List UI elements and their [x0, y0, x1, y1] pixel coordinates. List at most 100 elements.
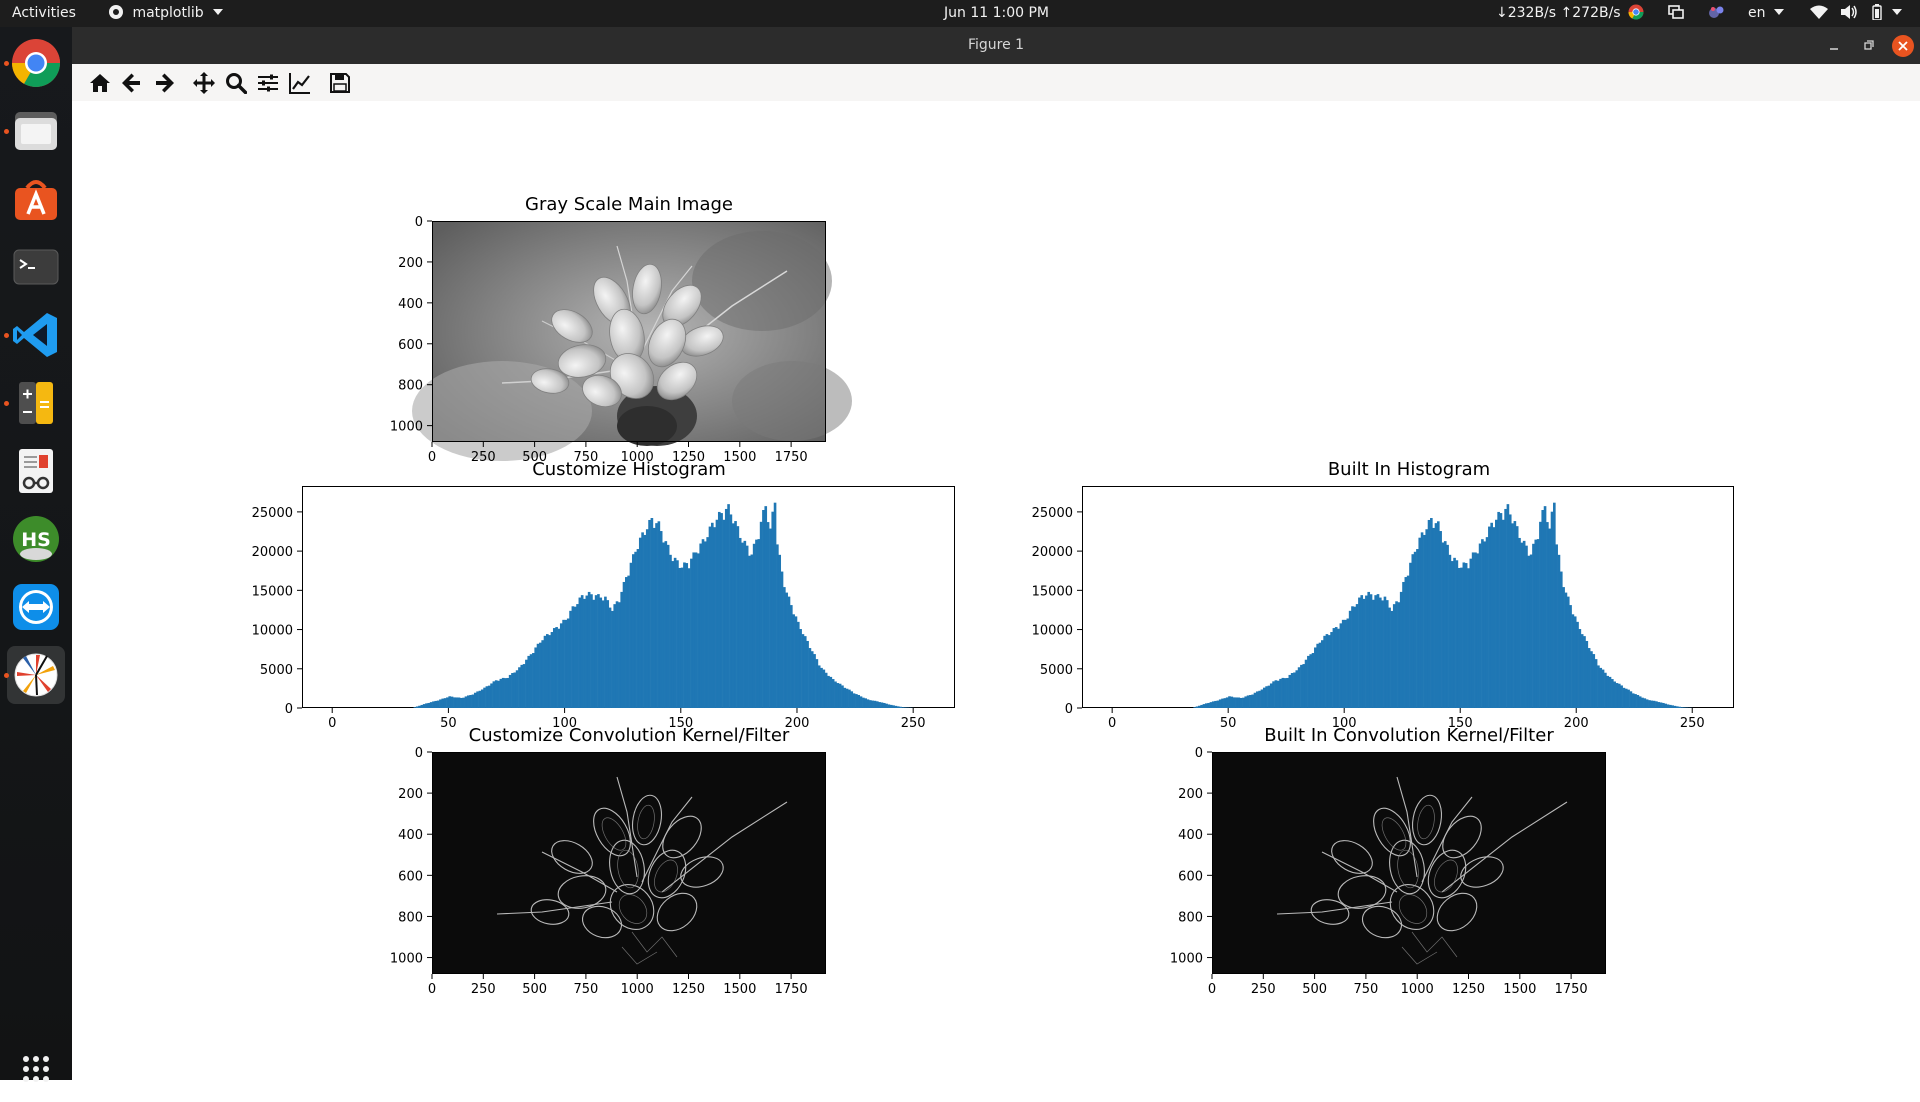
histogram-bar	[897, 706, 900, 708]
clock[interactable]: Jun 11 1:00 PM	[944, 0, 1049, 27]
dock-ubuntu-software[interactable]	[7, 170, 65, 228]
edit-axes-button[interactable]	[286, 69, 314, 97]
back-button[interactable]	[118, 69, 146, 97]
histogram-bar	[1409, 563, 1412, 708]
histogram-bar	[885, 704, 888, 708]
histogram-bar	[1481, 539, 1484, 708]
app-menu[interactable]: matplotlib	[108, 0, 223, 27]
histogram-bar	[739, 538, 742, 708]
histogram-bar	[560, 623, 563, 708]
dock-terminal[interactable]	[7, 238, 65, 296]
histogram-bar	[857, 695, 860, 708]
histogram-bar	[1402, 582, 1405, 708]
histogram-bar	[1514, 521, 1517, 708]
histogram-bar	[1435, 523, 1438, 708]
histogram-bar	[1637, 695, 1640, 708]
zoom-button[interactable]	[222, 69, 250, 97]
dock-calculator[interactable]	[7, 374, 65, 432]
histogram-bar	[681, 568, 684, 708]
histogram-bar	[678, 568, 681, 708]
dock-vscode[interactable]	[7, 306, 65, 364]
histogram-bar	[720, 513, 723, 708]
histogram-bar	[1569, 605, 1572, 708]
histogram-bar	[702, 539, 705, 708]
close-button[interactable]	[1892, 35, 1914, 57]
histogram-bar	[1430, 518, 1433, 708]
save-button[interactable]	[326, 69, 354, 97]
dock-heidisql[interactable]: HS	[7, 510, 65, 568]
histogram-bar	[1258, 691, 1261, 708]
histogram-bar	[1333, 628, 1336, 708]
histogram-bar	[1639, 696, 1642, 708]
histogram-bar	[1632, 693, 1635, 708]
histogram-bar	[1463, 562, 1466, 708]
histogram-bar	[1256, 691, 1259, 708]
dock-teamviewer[interactable]	[7, 578, 65, 636]
dock-python[interactable]	[7, 646, 65, 704]
maximize-button[interactable]	[1858, 36, 1878, 56]
language-indicator[interactable]: en	[1748, 0, 1784, 27]
wifi-icon[interactable]	[1810, 0, 1828, 27]
y-tick-label: 600	[1178, 869, 1203, 884]
histogram-bar	[1432, 528, 1435, 708]
window-titlebar[interactable]: Figure 1	[72, 27, 1920, 64]
histogram-bar	[595, 595, 598, 708]
histogram-bar	[1312, 653, 1315, 708]
histogram-bar	[1546, 522, 1549, 708]
window-switch-icon[interactable]	[1668, 0, 1684, 27]
running-indicator	[4, 61, 9, 66]
y-tick-label: 0	[415, 746, 423, 761]
histogram-bar	[1337, 629, 1340, 708]
histogram-bar	[1530, 555, 1533, 708]
histogram-bar	[685, 563, 688, 708]
histogram-bar	[785, 593, 788, 708]
histogram-bar	[1650, 701, 1653, 708]
minimize-button[interactable]	[1824, 36, 1844, 56]
teams-tray-icon[interactable]	[1708, 0, 1724, 27]
histogram-bar	[574, 607, 577, 708]
histogram-bar	[476, 691, 479, 708]
histogram-bar	[1525, 546, 1528, 708]
histogram-bar	[416, 706, 419, 708]
system-menu-chevron[interactable]	[1892, 0, 1902, 27]
histogram-bar	[565, 620, 568, 708]
histogram-bar	[1400, 592, 1403, 708]
battery-icon[interactable]	[1872, 0, 1882, 27]
histogram-bar	[634, 552, 637, 708]
histogram-bar	[1335, 627, 1338, 708]
dock-chrome[interactable]	[7, 34, 65, 92]
histogram-bar	[1277, 681, 1280, 708]
close-icon	[1892, 35, 1914, 57]
histogram-bar	[867, 699, 870, 708]
histogram-bar	[1644, 698, 1647, 708]
pan-button[interactable]	[190, 69, 218, 97]
histogram-bar	[551, 632, 554, 708]
histogram-bar	[500, 679, 503, 708]
histogram-bar	[688, 568, 691, 708]
y-tick-label: 200	[398, 256, 423, 271]
dock-files[interactable]	[7, 102, 65, 160]
x-tick-label: 1750	[775, 450, 808, 465]
histogram-bar	[527, 656, 530, 708]
forward-button[interactable]	[150, 69, 178, 97]
histogram-bar	[1377, 594, 1380, 708]
histogram-bar	[481, 690, 484, 709]
dock-document-viewer[interactable]	[7, 442, 65, 500]
volume-icon[interactable]	[1840, 0, 1858, 27]
histogram-bar	[434, 701, 437, 708]
histogram-bar	[1221, 699, 1224, 708]
x-tick-label: 250	[471, 450, 496, 465]
chrome-tray-icon[interactable]	[1628, 0, 1644, 27]
histogram-bar	[1212, 701, 1215, 708]
subplots-button[interactable]	[254, 69, 282, 97]
histogram-bar	[1398, 602, 1401, 708]
histogram-bar	[869, 700, 872, 708]
histogram-bar	[655, 523, 658, 708]
histogram-bar	[555, 627, 558, 708]
home-button[interactable]	[86, 69, 114, 97]
activities-button[interactable]: Activities	[12, 0, 76, 27]
histogram-bar	[1618, 684, 1621, 708]
histogram-bar	[1237, 697, 1240, 708]
show-applications-button[interactable]	[7, 1040, 65, 1098]
